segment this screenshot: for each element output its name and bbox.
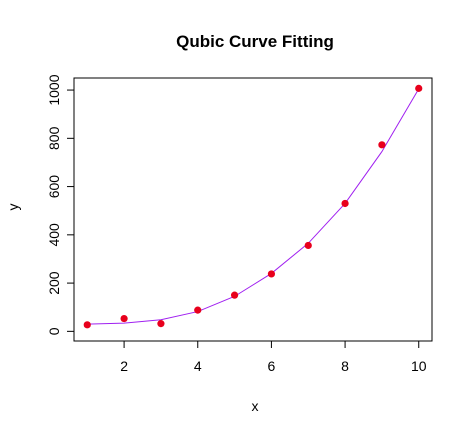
data-point xyxy=(304,241,312,250)
data-point xyxy=(415,84,423,92)
chart-title: Qubic Curve Fitting xyxy=(176,32,334,51)
y-axis-label: y xyxy=(5,204,21,211)
data-point xyxy=(378,141,386,149)
x-tick-label: 2 xyxy=(120,358,128,374)
y-tick-label: 1000 xyxy=(46,74,62,105)
y-tick-label: 400 xyxy=(46,223,62,247)
y-tick-label: 800 xyxy=(46,126,62,150)
data-point xyxy=(120,314,128,323)
x-axis-label: x xyxy=(252,398,259,414)
plot-frame xyxy=(73,77,433,342)
data-point xyxy=(83,321,91,329)
x-tick-label: 4 xyxy=(194,358,202,374)
y-axis: 0 200 400 600 800 1000 xyxy=(46,74,75,335)
x-tick-label: 10 xyxy=(411,358,427,374)
x-tick-label: 8 xyxy=(341,358,349,374)
fit-line xyxy=(87,88,420,325)
y-tick-label: 200 xyxy=(46,271,62,295)
data-point xyxy=(230,291,239,299)
data-points xyxy=(83,84,423,329)
y-tick-label: 0 xyxy=(46,327,62,335)
data-point xyxy=(267,270,276,278)
x-tick-label: 6 xyxy=(268,358,276,374)
y-tick-label: 600 xyxy=(46,175,62,199)
data-point xyxy=(157,320,165,328)
data-point xyxy=(194,306,202,314)
x-axis: 2 4 6 8 10 xyxy=(120,340,427,374)
data-point xyxy=(341,199,349,208)
